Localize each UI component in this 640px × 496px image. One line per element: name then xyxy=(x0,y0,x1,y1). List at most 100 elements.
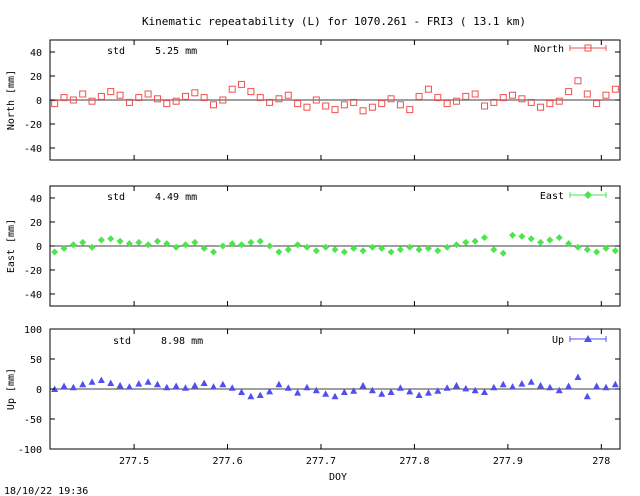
north-data-point xyxy=(565,88,573,96)
north-data-point xyxy=(256,94,264,102)
east-data-point xyxy=(378,244,386,252)
north-data-point xyxy=(191,89,199,97)
up-data-point xyxy=(602,383,610,391)
y-tick-label: 20 xyxy=(30,72,42,83)
up-data-point xyxy=(490,383,498,391)
north-data-point xyxy=(200,94,208,102)
north-data-point xyxy=(611,85,619,93)
east-data-point xyxy=(144,241,152,249)
east-data-point xyxy=(471,237,479,245)
north-data-point xyxy=(172,97,180,105)
east-data-point xyxy=(107,235,115,243)
east-x-ticks xyxy=(133,186,602,306)
up-data-point xyxy=(509,383,517,390)
east-data-point xyxy=(359,247,367,255)
up-data-point xyxy=(135,380,143,387)
up-std-label: std xyxy=(113,336,131,347)
up-data-point xyxy=(107,379,115,386)
east-data-point xyxy=(163,240,171,248)
up-data-point xyxy=(406,387,414,395)
north-data-point xyxy=(359,107,367,115)
up-data-point xyxy=(266,387,274,395)
east-y-axis-label: East [mm] xyxy=(6,219,17,273)
east-data-point xyxy=(69,241,77,249)
up-data-point xyxy=(172,382,180,389)
up-data-point xyxy=(210,383,218,390)
up-legend-label: Up xyxy=(552,335,564,346)
y-tick-label: -40 xyxy=(24,290,42,301)
east-data-point xyxy=(462,238,470,246)
east-data-point xyxy=(97,236,105,244)
up-data-point xyxy=(247,392,255,400)
up-y-axis-label: Up [mm] xyxy=(6,368,17,410)
up-data-point xyxy=(228,384,236,391)
east-data-point xyxy=(228,240,236,248)
east-data-point xyxy=(527,235,535,243)
north-data-point xyxy=(303,103,311,111)
east-data-point xyxy=(583,246,591,254)
east-data-point xyxy=(284,246,292,254)
up-data-point xyxy=(499,380,507,388)
up-legend-marker xyxy=(584,335,592,342)
north-data-point xyxy=(471,90,479,98)
y-tick-label: -40 xyxy=(24,144,42,155)
up-data-point xyxy=(303,383,311,391)
x-tick-label: 277.6 xyxy=(212,456,242,467)
east-data-point xyxy=(350,244,358,252)
up-data-point xyxy=(284,384,292,391)
north-data-point xyxy=(284,91,292,99)
north-data-point xyxy=(88,97,96,105)
north-data-point xyxy=(219,96,227,104)
up-data-point xyxy=(518,380,526,387)
up-data-point xyxy=(256,391,264,398)
up-data-point xyxy=(415,391,423,398)
up-data-point xyxy=(69,383,77,391)
east-data-point xyxy=(79,238,87,246)
y-tick-label: 40 xyxy=(30,194,42,205)
north-data-point xyxy=(228,85,236,93)
east-data-point xyxy=(135,238,143,246)
north-data-point xyxy=(247,88,255,96)
up-data-point xyxy=(116,381,124,389)
x-axis-label: DOY xyxy=(329,472,347,483)
up-data-point xyxy=(163,383,171,391)
east-std-value: 4.49 mm xyxy=(155,192,197,203)
north-data-point xyxy=(97,92,105,100)
east-data-point xyxy=(238,241,246,249)
north-data-point xyxy=(69,96,77,104)
east-data-point xyxy=(611,247,619,255)
north-data-point xyxy=(238,80,246,88)
y-tick-label: -20 xyxy=(24,266,42,277)
north-data-point xyxy=(387,95,395,103)
east-data-point xyxy=(387,248,395,256)
east-data-point xyxy=(247,238,255,246)
up-data-point xyxy=(350,387,358,394)
up-legend: Up xyxy=(552,335,607,346)
x-tick-label: 277.8 xyxy=(399,456,429,467)
north-data-point xyxy=(60,94,68,102)
east-data-point xyxy=(153,237,161,245)
east-data-point xyxy=(593,248,601,256)
east-data-point xyxy=(340,248,348,256)
north-data-point xyxy=(350,98,358,106)
east-data-point xyxy=(443,243,451,251)
x-tick-label: 277.5 xyxy=(119,456,149,467)
east-data-point xyxy=(88,243,96,251)
up-data-point xyxy=(153,380,161,388)
east-data-point xyxy=(191,238,199,246)
north-data-point xyxy=(462,92,470,100)
east-data-point xyxy=(396,246,404,254)
up-data-point xyxy=(88,378,96,385)
east-data-point xyxy=(181,241,189,249)
up-data-point xyxy=(396,384,404,391)
east-data-point xyxy=(172,243,180,251)
north-x-ticks xyxy=(133,40,602,160)
east-data-point xyxy=(266,242,274,250)
east-data-point xyxy=(499,249,507,257)
north-data-point xyxy=(331,106,339,114)
north-data-point xyxy=(499,94,507,102)
north-data-point xyxy=(51,100,59,108)
east-data-point xyxy=(406,243,414,251)
north-y-axis-label: North [mm] xyxy=(6,70,17,130)
north-data-point xyxy=(537,103,545,111)
